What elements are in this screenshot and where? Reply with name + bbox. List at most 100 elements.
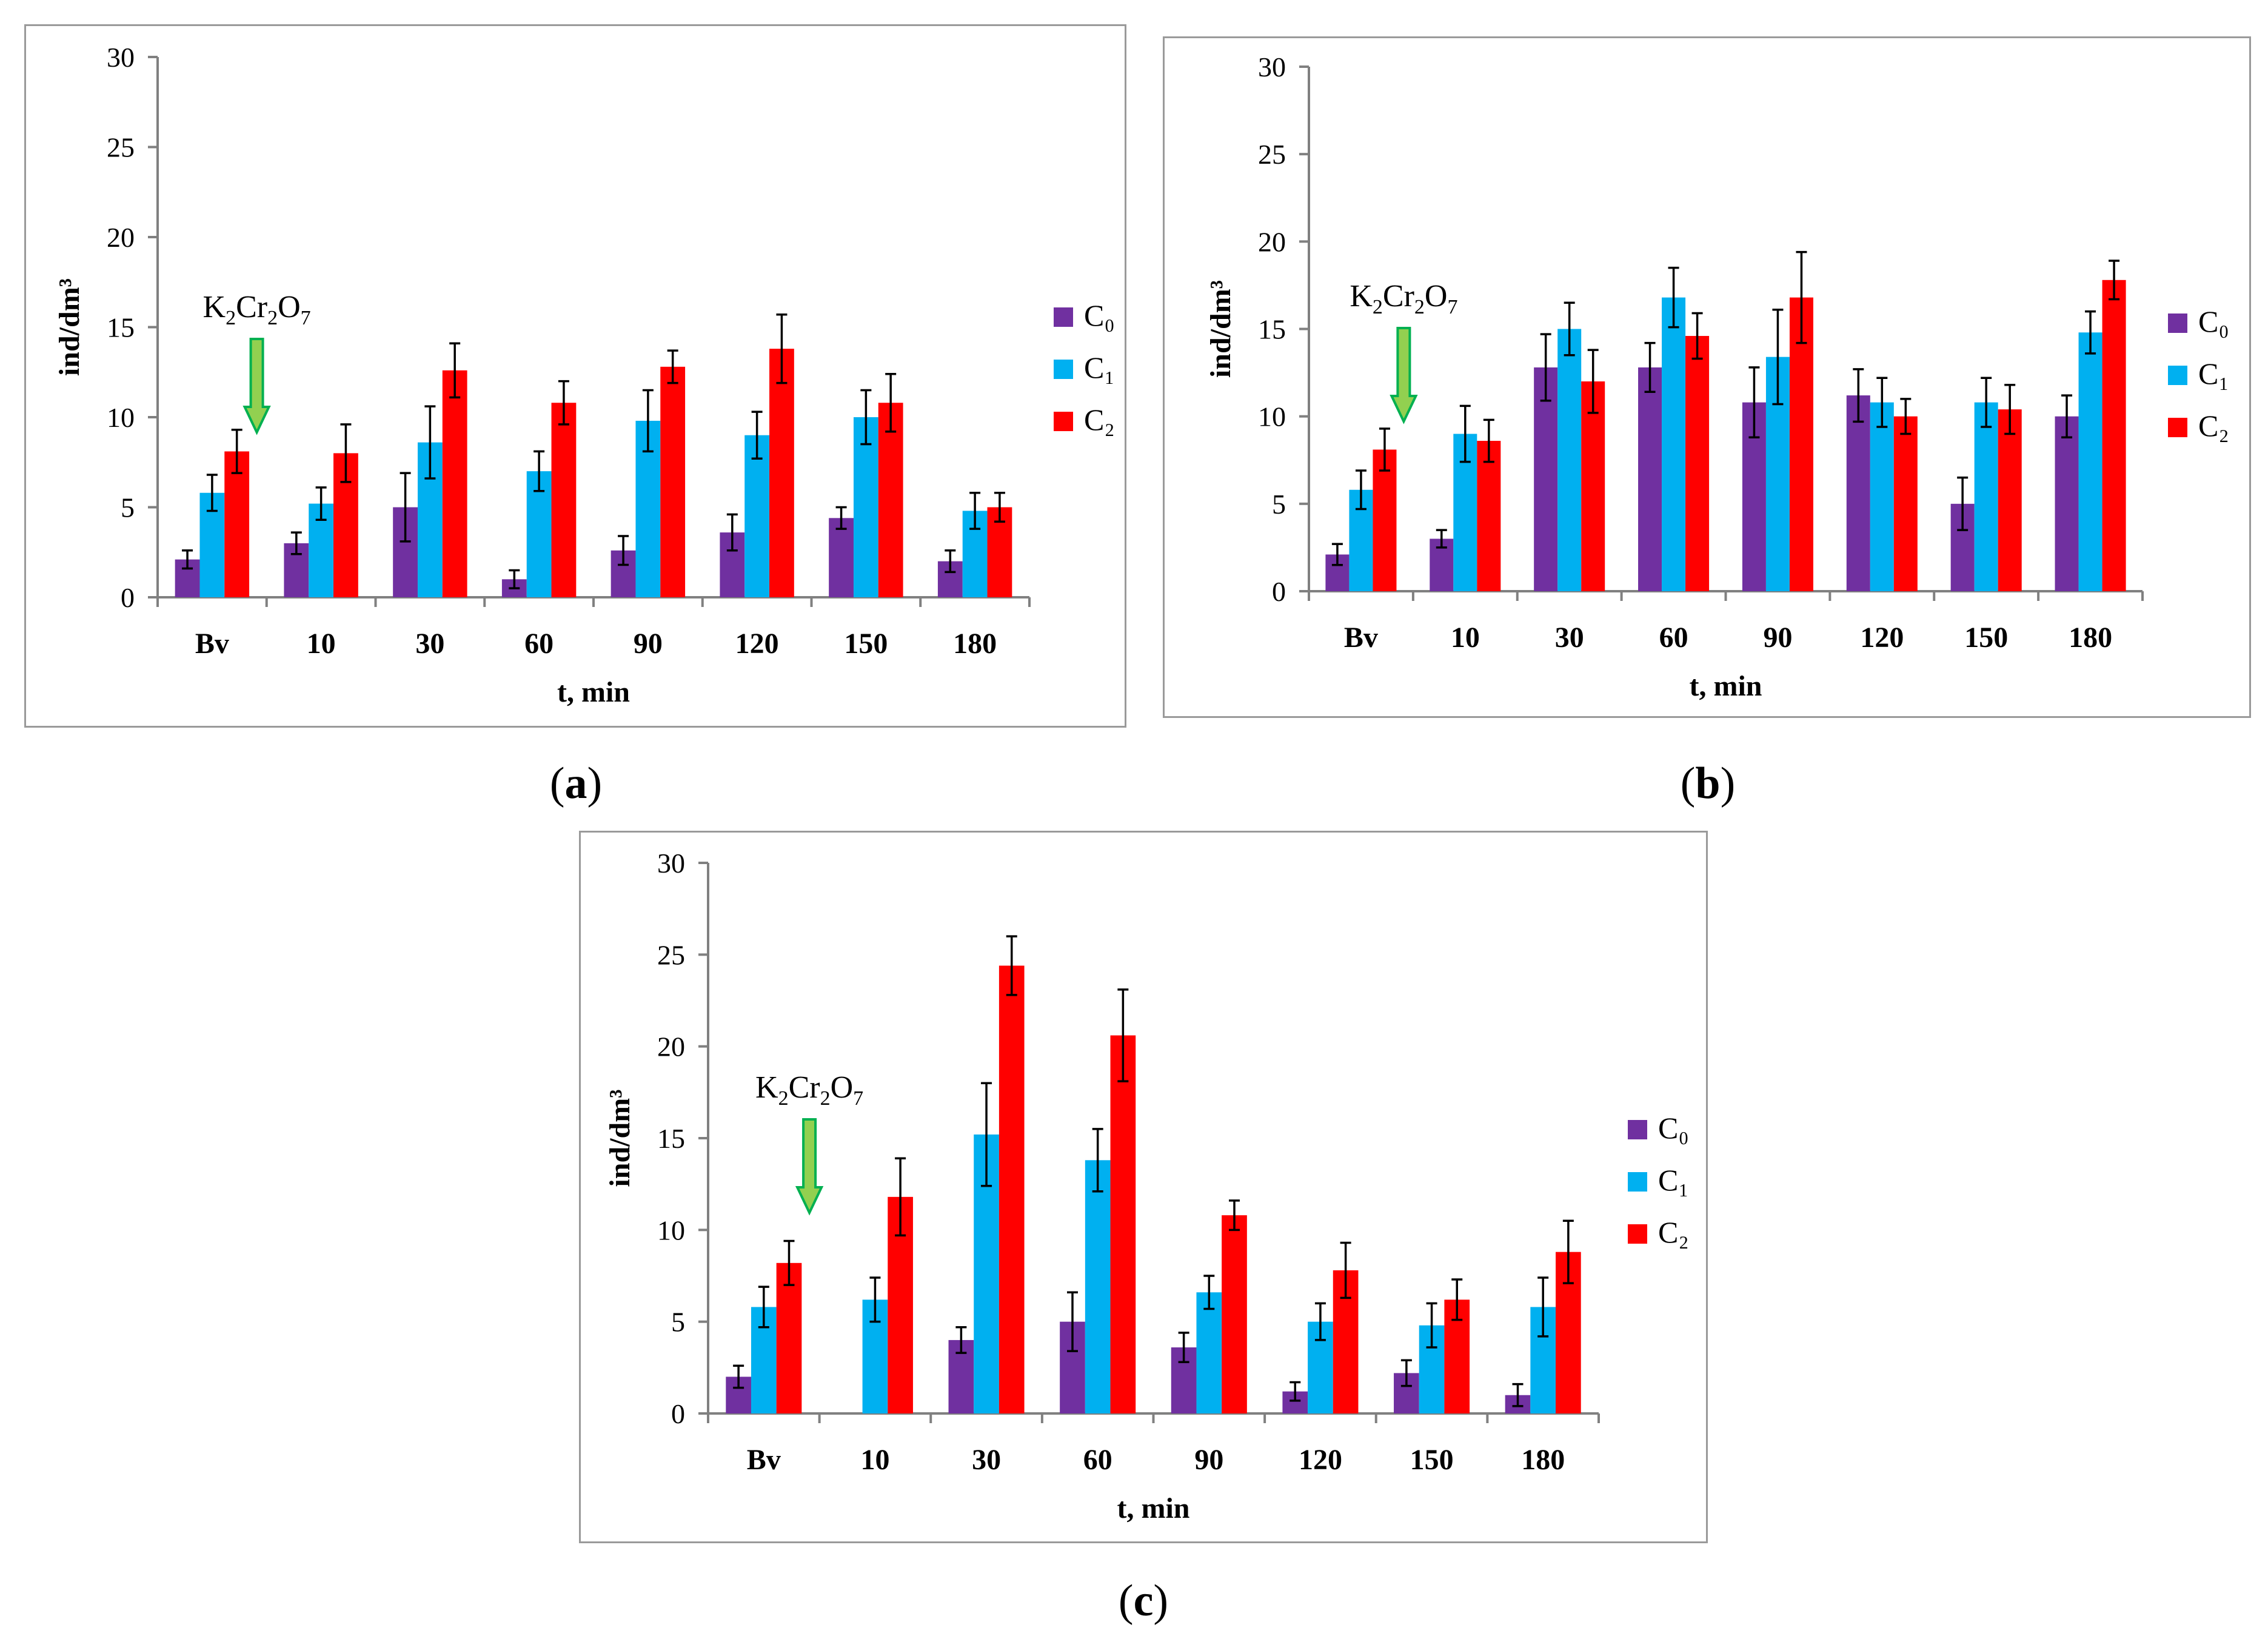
legend-label-C1: C₁ xyxy=(2198,357,2229,391)
x-axis-title: t, min xyxy=(1690,670,1762,702)
chart-panel-c: 0 5 10 15 20 25 30 Bv 10 30 60 90 120 150 180 t, min ind… xyxy=(579,831,1708,1543)
y-tick-label: 5 xyxy=(121,492,135,523)
legend-swatch-C1 xyxy=(2168,366,2187,385)
bar-C2-150 xyxy=(1998,409,2022,591)
bar-C2-60 xyxy=(1685,336,1710,591)
bar-C0-180 xyxy=(2055,416,2079,591)
bar-C2-60 xyxy=(1110,1035,1136,1413)
bar-C0-120 xyxy=(1846,395,1870,591)
y-tick-label: 15 xyxy=(107,312,135,343)
caption-a: (a) xyxy=(549,759,603,808)
bar-C2-Bv xyxy=(1373,449,1397,591)
x-tick-label: 90 xyxy=(1763,622,1792,654)
y-tick-label: 10 xyxy=(657,1215,685,1245)
bar-C1-60 xyxy=(526,471,552,597)
bar-C1-150 xyxy=(853,417,878,597)
bar-C1-90 xyxy=(1196,1292,1222,1413)
legend-label-C1: C₁ xyxy=(1084,350,1115,384)
bar-C1-150 xyxy=(1974,402,1998,591)
legend-swatch-C2 xyxy=(2168,418,2187,437)
legend-label-C2: C₂ xyxy=(2198,409,2229,443)
bar-C2-Bv xyxy=(776,1262,802,1413)
y-tick-label: 30 xyxy=(657,848,685,879)
x-tick-label: 180 xyxy=(2069,622,2112,654)
y-tick-label: 25 xyxy=(657,939,685,970)
down-arrow-icon xyxy=(243,338,271,435)
x-axis-title: t, min xyxy=(557,676,630,708)
reagent-annotation: K2Cr2O7 xyxy=(755,1070,863,1110)
bar-C1-120 xyxy=(1870,402,1894,591)
reagent-annotation: K2Cr2O7 xyxy=(1350,279,1457,318)
x-tick-label: 30 xyxy=(972,1444,1001,1476)
bar-C2-60 xyxy=(551,403,577,597)
down-arrow-icon xyxy=(1390,327,1418,424)
bar-C2-120 xyxy=(1893,416,1918,591)
y-tick-label: 5 xyxy=(1272,489,1286,520)
bar-C2-30 xyxy=(442,370,467,597)
caption-b: (b) xyxy=(1680,759,1736,808)
y-tick-label: 0 xyxy=(1272,576,1286,607)
bar-C2-90 xyxy=(660,366,686,597)
x-tick-label: 30 xyxy=(1555,622,1584,654)
x-tick-label: 150 xyxy=(844,628,888,660)
bar-C2-180 xyxy=(2102,280,2126,591)
bar-C2-120 xyxy=(769,349,794,597)
y-tick-label: 25 xyxy=(1258,139,1286,170)
y-axis-title: ind/dm³ xyxy=(604,1089,636,1187)
bar-C0-150 xyxy=(829,518,854,597)
legend-swatch-C0 xyxy=(2168,313,2187,333)
x-tick-label: 120 xyxy=(1860,622,1904,654)
y-tick-label: 10 xyxy=(107,402,135,433)
x-tick-label: 10 xyxy=(1451,622,1480,654)
bar-C1-60 xyxy=(1662,297,1686,591)
bar-C2-90 xyxy=(1789,297,1813,591)
y-tick-label: 20 xyxy=(107,222,135,253)
legend-label-C2: C₂ xyxy=(1658,1215,1689,1249)
x-tick-label: 150 xyxy=(1410,1444,1454,1476)
legend-swatch-C0 xyxy=(1628,1120,1647,1139)
legend-label-C0: C₀ xyxy=(1658,1111,1689,1145)
legend-swatch-C1 xyxy=(1054,360,1073,379)
reagent-annotation: K2Cr2O7 xyxy=(203,290,311,329)
y-axis-title: ind/dm³ xyxy=(1205,280,1237,378)
down-arrow-icon xyxy=(795,1118,824,1216)
y-tick-label: 10 xyxy=(1258,401,1286,432)
y-tick-label: 0 xyxy=(671,1398,685,1429)
legend-swatch-C1 xyxy=(1628,1172,1647,1192)
y-tick-label: 20 xyxy=(1258,226,1286,257)
x-tick-label: 30 xyxy=(415,628,444,660)
y-tick-label: 30 xyxy=(107,42,135,73)
y-tick-label: 15 xyxy=(1258,314,1286,345)
chart-svg-a: 0 5 10 15 20 25 30 Bv 10 30 60 90 120 150 180 t, min ind… xyxy=(53,42,1115,708)
legend-swatch-C2 xyxy=(1628,1224,1647,1244)
chart-svg-c: 0 5 10 15 20 25 30 Bv 10 30 60 90 120 150 180 t, min ind… xyxy=(604,848,1689,1524)
x-tick-label: 150 xyxy=(1964,622,2008,654)
x-tick-label: Bv xyxy=(195,628,229,660)
bar-C1-120 xyxy=(744,435,770,597)
x-tick-label: 60 xyxy=(1659,622,1688,654)
x-tick-label: Bv xyxy=(1344,622,1378,654)
y-axis-title: ind/dm³ xyxy=(53,278,85,376)
x-tick-label: 10 xyxy=(860,1444,889,1476)
legend-swatch-C0 xyxy=(1054,307,1073,327)
chart-panel-a: 0 5 10 15 20 25 30 Bv 10 30 60 90 120 150 180 t, min ind… xyxy=(24,24,1126,728)
x-tick-label: 60 xyxy=(1083,1444,1112,1476)
bar-C0-60 xyxy=(1638,367,1662,591)
bar-C2-150 xyxy=(878,403,903,597)
bar-C0-30 xyxy=(1534,367,1558,591)
legend-swatch-C2 xyxy=(1054,412,1073,431)
bar-C2-30 xyxy=(999,965,1025,1413)
bar-C2-30 xyxy=(1581,381,1605,591)
x-tick-label: 120 xyxy=(1299,1444,1342,1476)
x-tick-label: 180 xyxy=(1521,1444,1565,1476)
x-tick-label: 120 xyxy=(735,628,779,660)
chart-panel-b: 0 5 10 15 20 25 30 Bv 10 30 60 90 120 150 180 t, min ind… xyxy=(1163,36,2251,718)
x-tick-label: 90 xyxy=(634,628,663,660)
bar-C1-30 xyxy=(1557,329,1582,591)
x-tick-label: 60 xyxy=(524,628,554,660)
x-tick-label: Bv xyxy=(747,1444,781,1476)
bar-C1-180 xyxy=(2078,332,2102,591)
y-tick-label: 0 xyxy=(121,582,135,613)
x-tick-label: 90 xyxy=(1194,1444,1223,1476)
bar-C2-90 xyxy=(1222,1215,1247,1413)
